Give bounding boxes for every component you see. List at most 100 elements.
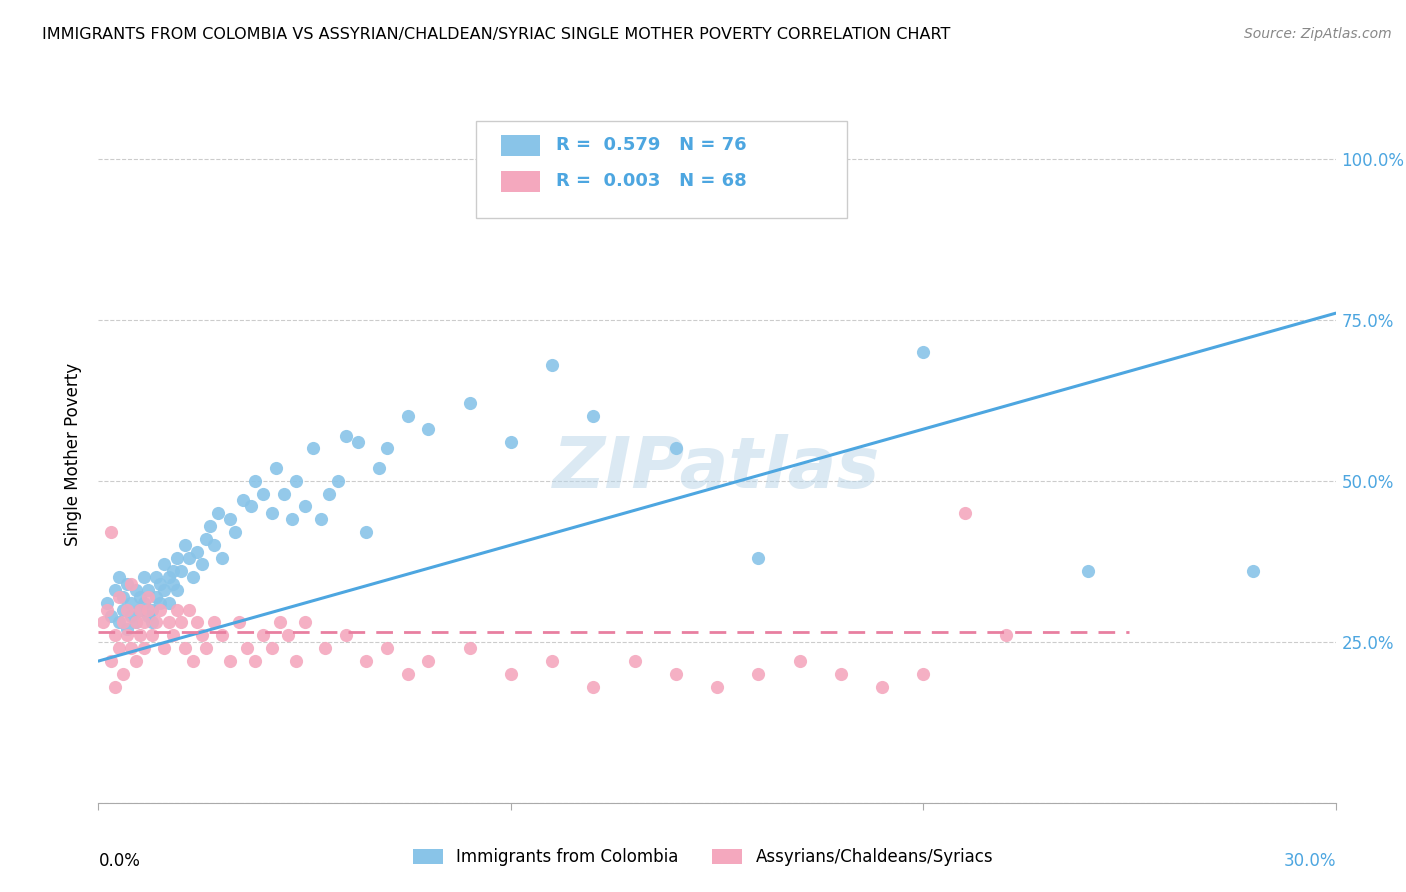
Point [120,596,142,610]
Point [117,622,139,636]
Point [108,570,131,584]
Point [170,564,193,578]
Point [309,512,332,526]
Point [145,570,167,584]
Point [665,667,688,681]
Point [179,602,201,616]
Point [104,583,127,598]
Point [747,551,769,566]
Point [207,506,229,520]
Point [132,570,155,584]
Point [166,602,188,616]
Point [347,435,370,450]
Point [112,667,135,681]
Point [243,654,266,668]
FancyBboxPatch shape [475,121,846,219]
Point [375,641,398,656]
Point [186,615,208,630]
Point [157,615,180,630]
Point [499,667,522,681]
Point [198,518,221,533]
Point [132,615,155,630]
Point [335,628,357,642]
Point [623,654,645,668]
Y-axis label: Single Mother Poverty: Single Mother Poverty [65,363,83,547]
Point [396,667,419,681]
Point [252,486,274,500]
Point [224,525,246,540]
Point [830,667,852,681]
Point [108,590,131,604]
Point [236,641,259,656]
Point [243,474,266,488]
Point [141,628,163,642]
Text: 30.0%: 30.0% [1284,852,1336,870]
Text: R =  0.003   N = 68: R = 0.003 N = 68 [557,172,747,191]
Point [294,500,316,514]
Point [269,615,291,630]
Text: IMMIGRANTS FROM COLOMBIA VS ASSYRIAN/CHALDEAN/SYRIAC SINGLE MOTHER POVERTY CORRE: IMMIGRANTS FROM COLOMBIA VS ASSYRIAN/CHA… [42,27,950,42]
Point [912,344,935,359]
Point [124,583,146,598]
Point [132,596,155,610]
Point [120,641,142,656]
Point [162,628,184,642]
Point [994,628,1017,642]
Point [174,641,197,656]
Point [211,551,233,566]
Point [128,602,150,616]
Point [190,558,212,572]
Point [145,590,167,604]
Point [157,570,180,584]
Point [219,654,242,668]
Point [128,590,150,604]
Point [281,512,304,526]
Point [117,602,139,616]
Point [273,486,295,500]
Point [186,544,208,558]
Point [166,551,188,566]
Point [870,680,893,694]
Point [367,460,389,475]
Point [104,628,127,642]
Point [285,654,308,668]
Point [912,667,935,681]
Point [141,615,163,630]
Point [219,512,242,526]
Point [124,615,146,630]
Point [128,602,150,616]
Point [260,506,283,520]
Point [112,590,135,604]
Point [141,602,163,616]
Point [153,583,176,598]
FancyBboxPatch shape [501,171,540,192]
Point [582,409,605,424]
Point [120,609,142,624]
Point [145,615,167,630]
Point [136,590,159,604]
Point [252,628,274,642]
Point [232,493,254,508]
Point [124,615,146,630]
Point [665,442,688,456]
Point [108,615,131,630]
Point [418,654,440,668]
Point [124,654,146,668]
Point [132,641,155,656]
Point [136,609,159,624]
Text: 0.0%: 0.0% [98,852,141,870]
Point [170,615,193,630]
Point [149,576,172,591]
Point [458,396,481,410]
Point [541,358,564,372]
Point [240,500,263,514]
Point [181,654,204,668]
Legend: Immigrants from Colombia, Assyrians/Chaldeans/Syriacs: Immigrants from Colombia, Assyrians/Chal… [405,840,1001,875]
Point [91,615,114,630]
Point [136,583,159,598]
Point [104,680,127,694]
Point [499,435,522,450]
Point [117,576,139,591]
Point [190,628,212,642]
Point [541,654,564,668]
